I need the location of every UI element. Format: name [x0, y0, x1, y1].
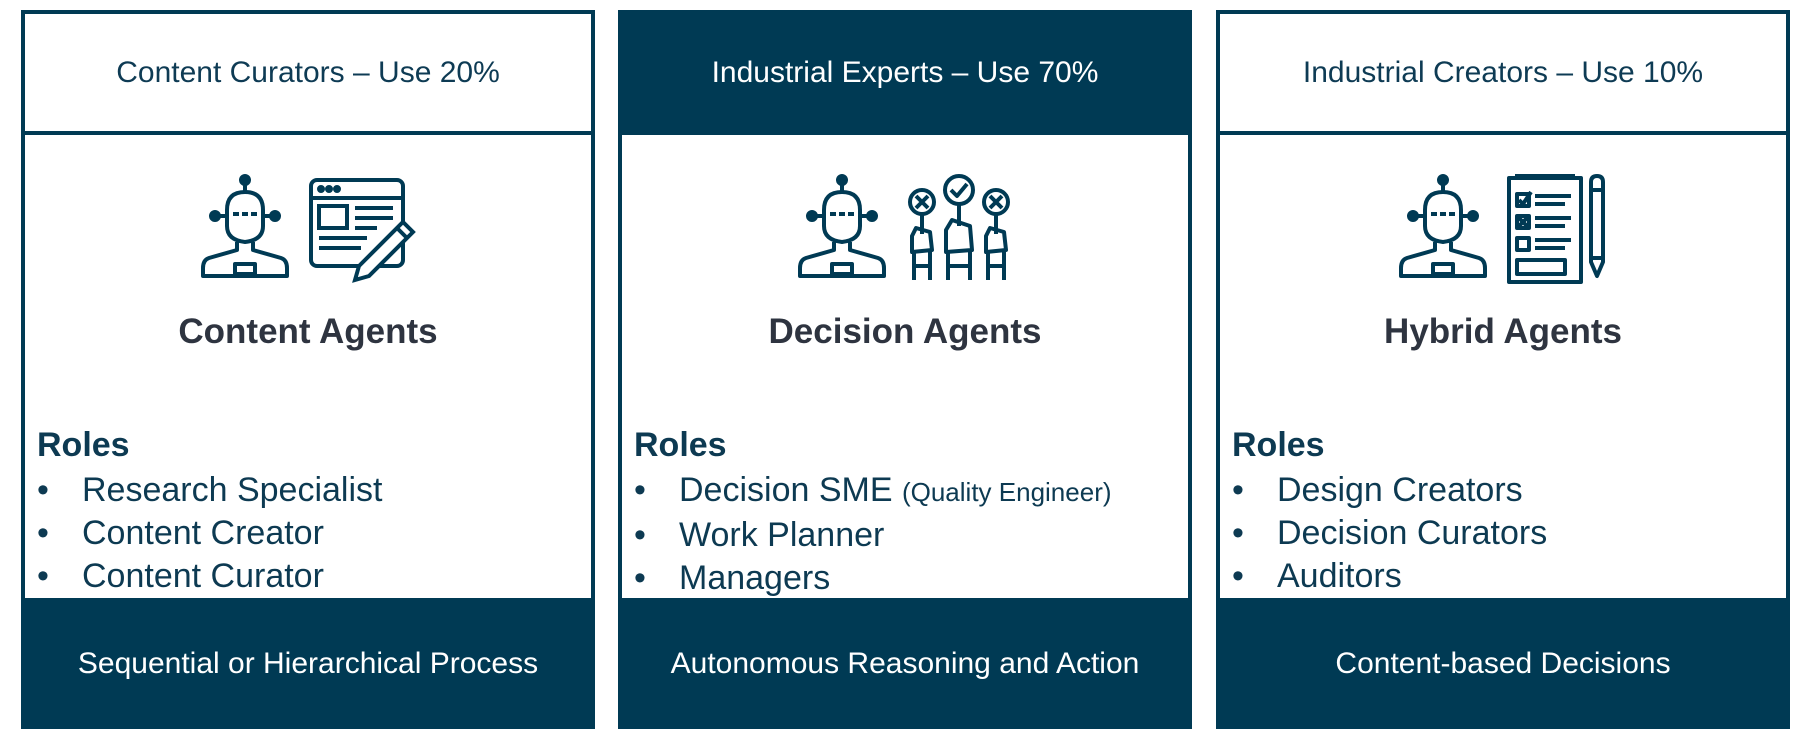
bullet: •	[634, 559, 646, 597]
robot-head-icon	[201, 174, 289, 278]
bullet: •	[634, 471, 646, 509]
roles-title: Roles	[634, 426, 727, 464]
bullet: •	[37, 514, 49, 552]
role-label: Content Creator	[82, 514, 324, 552]
agent-card-content: Content Curators – Use 20% Content Agent…	[21, 10, 595, 729]
agent-card-decision: Industrial Experts – Use 70% Decision Ag…	[618, 10, 1192, 729]
role-label: Design Creators	[1277, 471, 1523, 509]
checklist-pencil-icon	[1507, 174, 1605, 284]
roles-title: Roles	[1232, 426, 1325, 464]
agent-card-hybrid: Industrial Creators – Use 10% Hybrid Ag	[1216, 10, 1790, 729]
list-item: • Managers	[634, 557, 1178, 600]
agent-title: Decision Agents	[768, 312, 1042, 351]
list-item: • Content Creator	[37, 512, 581, 555]
roles-section: Roles • Research Specialist • Content Crea…	[37, 426, 581, 598]
card-icons	[1220, 174, 1786, 304]
card-header: Content Curators – Use 20%	[25, 14, 591, 135]
bullet: •	[634, 516, 646, 554]
role-label: Managers	[679, 559, 831, 597]
card-footer: Content-based Decisions	[1216, 598, 1790, 729]
roles-section: Roles • Decision SME (Quality Engineer) •…	[634, 426, 1178, 600]
bullet: •	[1232, 557, 1244, 595]
role-label: Content Curator	[82, 557, 324, 595]
list-item: • Decision Curators	[1232, 512, 1776, 555]
card-footer: Sequential or Hierarchical Process	[21, 598, 595, 729]
role-label: Auditors	[1277, 557, 1402, 595]
list-item: • Auditors	[1232, 555, 1776, 598]
roles-section: Roles • Design Creators • Decision Curator…	[1232, 426, 1776, 598]
document-edit-icon	[309, 178, 416, 283]
card-header: Industrial Creators – Use 10%	[1220, 14, 1786, 135]
card-icons	[622, 174, 1188, 304]
bullet: •	[37, 557, 49, 595]
card-header: Industrial Experts – Use 70%	[622, 14, 1188, 135]
roles-list: • Decision SME (Quality Engineer) • Work P…	[634, 469, 1178, 600]
list-item: • Research Specialist	[37, 469, 581, 512]
roles-list: • Design Creators • Decision Curators • Aud…	[1232, 469, 1776, 598]
roles-list: • Research Specialist • Content Creator • C…	[37, 469, 581, 598]
agent-title: Content Agents	[178, 312, 438, 351]
card-icons	[25, 174, 591, 304]
role-label: Decision SME	[679, 471, 893, 509]
card-footer: Autonomous Reasoning and Action	[618, 598, 1192, 729]
role-note: (Quality Engineer)	[901, 477, 1112, 507]
agent-title: Hybrid Agents	[1384, 312, 1622, 351]
bullet: •	[37, 471, 49, 509]
bullet: •	[1232, 471, 1244, 509]
bullet: •	[1232, 514, 1244, 552]
list-item: • Work Planner	[634, 514, 1178, 557]
robot-head-icon	[1399, 174, 1487, 278]
role-label: Decision Curators	[1277, 514, 1548, 552]
list-item: • Content Curator	[37, 555, 581, 598]
list-item: • Decision SME (Quality Engineer)	[634, 469, 1178, 514]
list-item: • Design Creators	[1232, 469, 1776, 512]
role-label: Work Planner	[679, 516, 885, 554]
role-label: Research Specialist	[82, 471, 383, 509]
robot-head-icon	[798, 174, 886, 278]
voting-hands-icon	[908, 174, 1010, 280]
roles-title: Roles	[37, 426, 130, 464]
